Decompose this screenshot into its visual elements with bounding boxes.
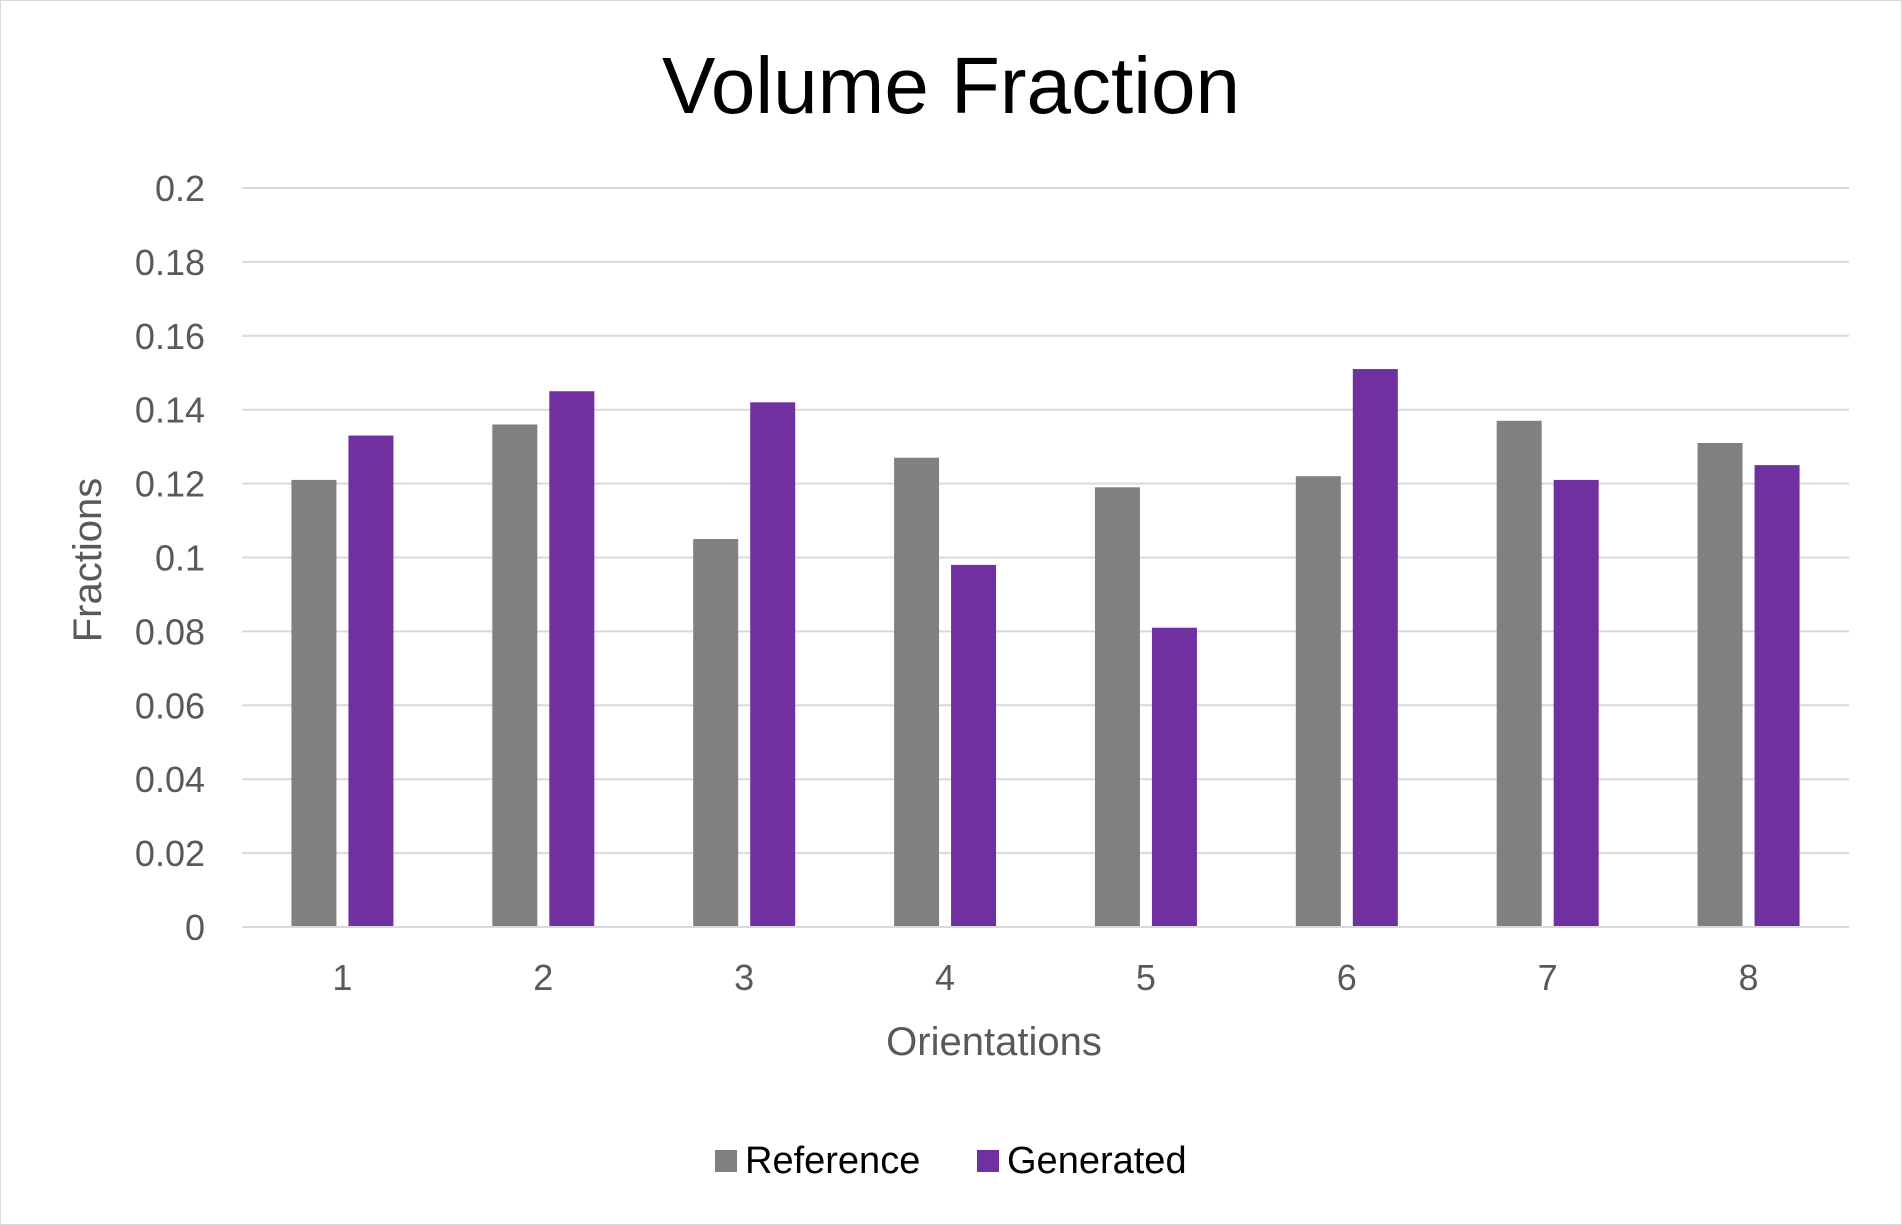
bar-reference-4 xyxy=(894,457,940,927)
x-tick-label: 1 xyxy=(332,957,352,998)
y-tick-label: 0.06 xyxy=(135,685,205,726)
bar-generated-8 xyxy=(1754,465,1800,927)
bar-reference-1 xyxy=(291,479,337,927)
y-tick-label: 0.04 xyxy=(135,759,205,800)
bar-generated-1 xyxy=(348,435,394,927)
bar-generated-2 xyxy=(549,391,595,928)
bar-reference-6 xyxy=(1295,476,1341,927)
y-axis-ticks: 0 0.02 0.04 0.06 0.08 0.1 0.12 0.14 0.16 0.18 0.2 xyxy=(135,168,205,948)
bar-reference-3 xyxy=(693,539,739,927)
y-tick-label: 0.18 xyxy=(135,242,205,283)
bar-reference-2 xyxy=(492,424,538,927)
x-tick-label: 8 xyxy=(1739,957,1759,998)
chart-title: Volume Fraction xyxy=(662,41,1240,130)
y-axis-title: Fractions xyxy=(66,478,110,643)
y-tick-label: 0.02 xyxy=(135,833,205,874)
x-tick-label: 4 xyxy=(935,957,955,998)
x-tick-label: 7 xyxy=(1538,957,1558,998)
bar-generated-3 xyxy=(750,402,796,927)
bar-generated-7 xyxy=(1553,479,1599,927)
bar-reference-7 xyxy=(1496,420,1542,927)
bar-generated-5 xyxy=(1151,627,1197,927)
y-tick-label: 0.1 xyxy=(155,538,205,579)
bar-generated-6 xyxy=(1352,369,1398,927)
y-tick-label: 0.16 xyxy=(135,316,205,357)
legend-label-generated: Generated xyxy=(1007,1140,1187,1182)
legend-swatch-generated xyxy=(977,1150,999,1172)
bar-reference-5 xyxy=(1094,487,1140,927)
x-axis-title: Orientations xyxy=(886,1020,1102,1064)
x-tick-label: 5 xyxy=(1136,957,1156,998)
y-tick-label: 0.08 xyxy=(135,611,205,652)
x-tick-label: 6 xyxy=(1337,957,1357,998)
y-tick-label: 0.2 xyxy=(155,168,205,209)
legend-swatch-reference xyxy=(715,1150,737,1172)
y-tick-label: 0.14 xyxy=(135,390,205,431)
legend-label-reference: Reference xyxy=(745,1140,920,1182)
gridlines xyxy=(242,187,1849,855)
legend: Reference Generated xyxy=(715,1140,1187,1182)
x-tick-label: 3 xyxy=(734,957,754,998)
bars xyxy=(291,369,1800,928)
bar-generated-4 xyxy=(951,564,997,927)
y-tick-label: 0 xyxy=(185,907,205,948)
y-tick-label: 0.12 xyxy=(135,464,205,505)
x-tick-label: 2 xyxy=(533,957,553,998)
x-axis-ticks: 1 2 3 4 5 6 7 8 xyxy=(332,957,1758,998)
bar-reference-8 xyxy=(1697,442,1743,927)
